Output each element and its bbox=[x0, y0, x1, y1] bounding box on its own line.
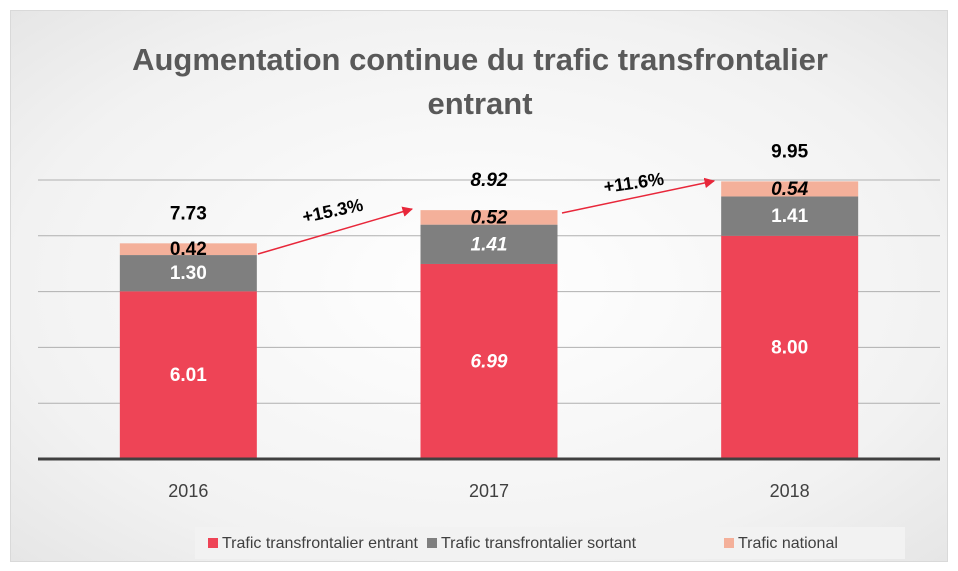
legend-label: Trafic national bbox=[738, 535, 838, 552]
legend-label: Trafic transfrontalier sortant bbox=[441, 535, 637, 552]
data-label: 1.41 bbox=[471, 234, 508, 255]
legend-box bbox=[195, 527, 905, 559]
total-label: 8.92 bbox=[471, 170, 508, 191]
bar-segment bbox=[119, 291, 257, 459]
data-label: 0.52 bbox=[471, 207, 508, 228]
data-label: 1.30 bbox=[170, 263, 207, 284]
chart-title: Augmentation continue du trafic transfro… bbox=[132, 42, 828, 121]
bar-segment bbox=[420, 224, 558, 264]
arrow bbox=[561, 177, 716, 214]
data-label: 0.54 bbox=[771, 179, 808, 200]
x-tick-label: 2018 bbox=[770, 481, 810, 501]
bar-segment bbox=[119, 243, 257, 256]
data-label: 6.99 bbox=[471, 352, 508, 373]
legend-label: Trafic transfrontalier entrant bbox=[222, 535, 418, 552]
annotation: +15.3% bbox=[301, 195, 365, 227]
x-tick-label: 2017 bbox=[469, 481, 509, 501]
legend-swatch bbox=[427, 538, 437, 548]
legend-swatch bbox=[724, 538, 734, 548]
x-tick-label: 2016 bbox=[168, 481, 208, 501]
bar-segment bbox=[420, 263, 558, 459]
arrow bbox=[257, 206, 414, 255]
bar-segment bbox=[721, 196, 859, 236]
total-label: 7.73 bbox=[170, 203, 207, 224]
data-label: 0.42 bbox=[170, 239, 207, 260]
bar-segment bbox=[721, 235, 859, 459]
legend-swatch bbox=[208, 538, 218, 548]
bar-segment bbox=[721, 181, 859, 197]
total-label: 9.95 bbox=[771, 141, 808, 162]
data-label: 6.01 bbox=[170, 365, 207, 386]
bar-segment bbox=[119, 255, 257, 292]
data-label: 1.41 bbox=[771, 206, 808, 227]
bar-segment bbox=[420, 210, 558, 225]
data-label: 8.00 bbox=[771, 337, 808, 358]
